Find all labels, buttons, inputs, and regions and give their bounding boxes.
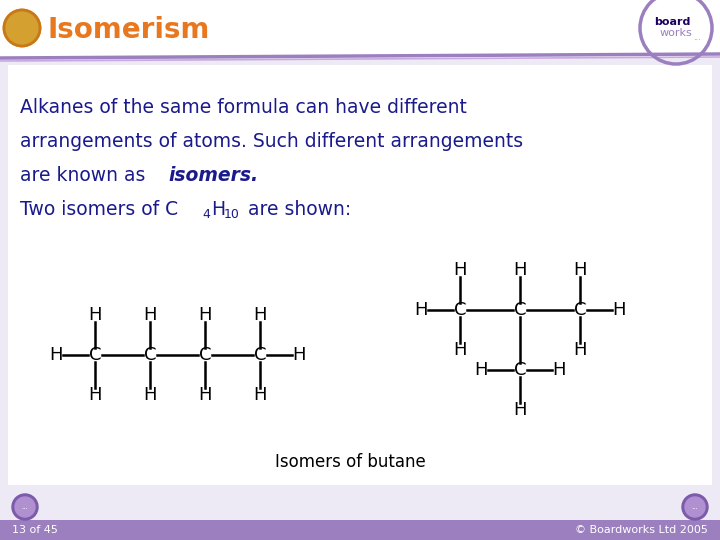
Text: H: H [552,361,566,379]
Text: H: H [292,346,306,364]
Text: Isomers of butane: Isomers of butane [274,453,426,471]
Circle shape [685,497,705,517]
Text: H: H [253,306,266,324]
Text: H: H [49,346,63,364]
Text: are shown:: are shown: [242,200,351,219]
Text: H: H [513,401,527,419]
Text: C: C [199,346,211,364]
Text: C: C [514,361,526,379]
Text: H: H [143,306,157,324]
Text: arrangements of atoms. Such different arrangements: arrangements of atoms. Such different ar… [20,132,523,151]
Text: H: H [612,301,626,319]
Circle shape [15,497,35,517]
Text: H: H [573,261,587,279]
Text: ...: ... [693,33,701,43]
Text: © Boardworks Ltd 2005: © Boardworks Ltd 2005 [575,525,708,535]
Text: H: H [211,200,225,219]
Text: H: H [454,261,467,279]
Text: board: board [654,17,690,27]
Bar [0,0,720,58]
Circle shape [12,494,38,520]
Text: H: H [414,301,428,319]
Text: ...: ... [22,504,28,510]
Bar [8,65,712,485]
Text: Isomerism: Isomerism [48,16,210,44]
Text: 10: 10 [224,208,240,221]
Text: ...: ... [692,504,698,510]
Text: H: H [89,306,102,324]
Text: C: C [89,346,102,364]
Text: C: C [514,301,526,319]
Text: H: H [198,306,212,324]
Circle shape [682,494,708,520]
Text: H: H [253,386,266,404]
Text: H: H [513,261,527,279]
Text: C: C [454,301,467,319]
Text: H: H [573,341,587,359]
Circle shape [4,10,40,46]
Text: H: H [89,386,102,404]
Text: C: C [144,346,156,364]
Bar [0,520,720,540]
Text: H: H [198,386,212,404]
Text: Two isomers of C: Two isomers of C [20,200,178,219]
Text: isomers.: isomers. [168,166,258,185]
Text: works: works [660,28,693,38]
Text: H: H [143,386,157,404]
Text: Alkanes of the same formula can have different: Alkanes of the same formula can have dif… [20,98,467,117]
Text: 13 of 45: 13 of 45 [12,525,58,535]
Text: 4: 4 [202,208,210,221]
Text: C: C [574,301,586,319]
Text: are known as: are known as [20,166,151,185]
Text: C: C [253,346,266,364]
Text: H: H [474,361,487,379]
Text: H: H [454,341,467,359]
